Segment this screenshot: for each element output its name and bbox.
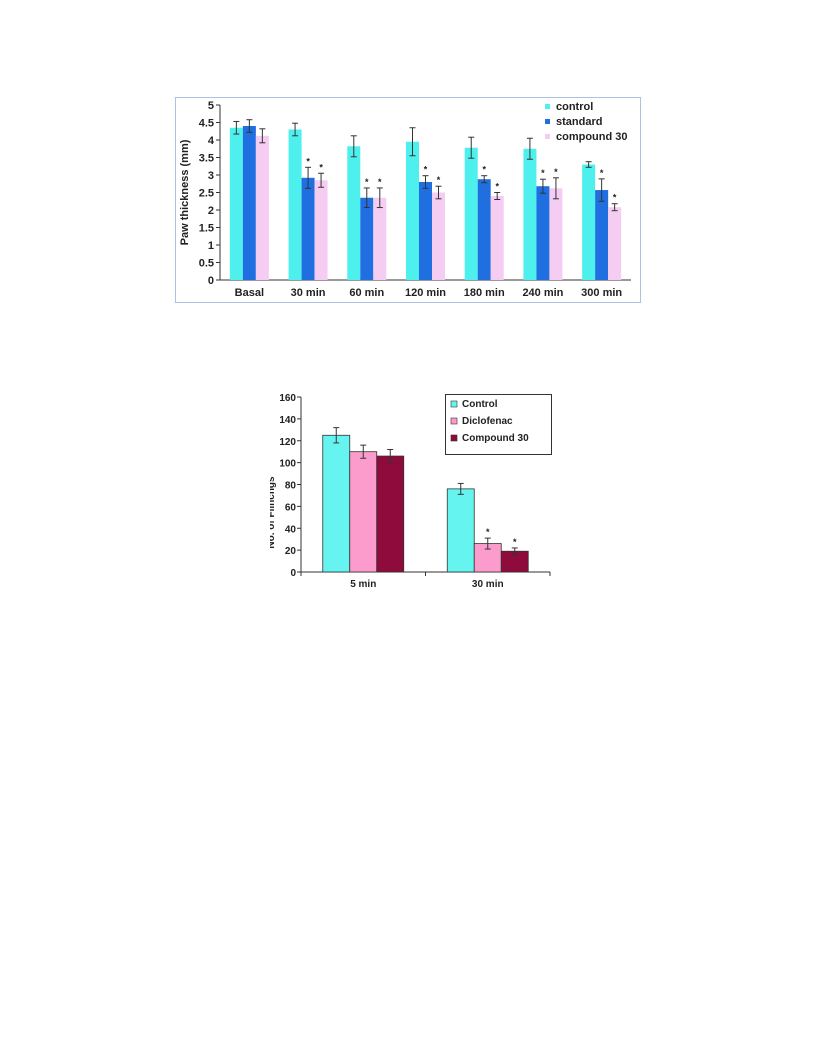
significance-marker: * — [554, 167, 558, 177]
bar — [347, 146, 361, 280]
y-tick-label: 2 — [208, 205, 214, 217]
bar — [432, 192, 445, 280]
legend-swatch — [545, 134, 550, 139]
chart2-svg: 0 20 40 60 80 100 120 140 160 No. of Flinchgs 5 mi… — [266, 393, 552, 590]
significance-marker: * — [306, 156, 310, 166]
bar — [314, 180, 328, 280]
significance-marker: * — [365, 177, 369, 187]
y-tick-label: 100 — [279, 459, 296, 470]
bar — [523, 148, 537, 280]
flinchings-chart: 0 20 40 60 80 100 120 140 160 No. of Flinchgs 5 mi… — [266, 388, 560, 590]
y-tick-label: 5 — [208, 100, 214, 112]
bar — [490, 196, 504, 280]
bar — [373, 197, 387, 280]
legend-label: control — [556, 101, 593, 113]
x-tick-label: 180 min — [464, 287, 505, 299]
x-tick-label: 5 min — [350, 579, 376, 590]
legend-label: Diclofenac — [462, 416, 513, 427]
paw-thickness-chart: 0 0.5 1 1.5 2 2.5 3 3.5 4 4.5 5 Paw thickness (mm) B… — [175, 97, 641, 303]
x-tick-label: 60 min — [349, 287, 384, 299]
significance-marker: * — [319, 162, 323, 172]
bar — [349, 451, 378, 573]
y-axis-title: No. of Flinchgs — [270, 476, 277, 549]
x-tick-label: 30 min — [472, 579, 504, 590]
bar — [446, 488, 475, 573]
significance-marker: * — [486, 527, 490, 537]
bar — [322, 434, 351, 573]
x-tick-label: Basal — [235, 287, 264, 299]
y-tick-label: 120 — [279, 437, 296, 448]
bar — [376, 455, 405, 573]
y-axis-title: Paw thickness (mm) — [179, 139, 191, 245]
y-tick-label: 0 — [208, 275, 214, 287]
y-tick-label: 60 — [285, 502, 297, 513]
significance-marker: * — [482, 165, 486, 175]
y-tick-label: 0.5 — [199, 258, 214, 270]
bar — [464, 147, 478, 280]
y-tick-label: 20 — [285, 546, 297, 557]
legend-label: Compound 30 — [462, 433, 529, 444]
y-tick-label: 4.5 — [199, 118, 214, 130]
significance-marker: * — [613, 193, 617, 203]
significance-marker: * — [513, 537, 517, 547]
y-tick-label: 1.5 — [199, 223, 214, 235]
bar — [549, 188, 563, 280]
y-tick-label: 40 — [285, 524, 297, 535]
bar — [477, 179, 491, 280]
legend-swatch — [450, 417, 458, 425]
legend-swatch — [545, 104, 550, 109]
legend-swatch — [545, 119, 550, 124]
legend-box — [445, 394, 552, 455]
significance-marker: * — [495, 182, 499, 192]
significance-marker: * — [600, 168, 604, 178]
bar — [255, 135, 269, 280]
bar — [229, 127, 243, 280]
bar — [595, 190, 609, 280]
bar — [582, 164, 596, 280]
legend-label: standard — [556, 116, 602, 128]
significance-marker: * — [541, 168, 545, 178]
y-tick-label: 3.5 — [199, 153, 214, 165]
bar — [536, 186, 550, 280]
bar — [419, 182, 432, 280]
y-tick-label: 4 — [208, 135, 215, 147]
significance-marker: * — [437, 175, 441, 185]
y-tick-label: 2.5 — [199, 188, 214, 200]
x-tick-label: 30 min — [291, 287, 326, 299]
bar — [360, 197, 374, 280]
bar — [301, 177, 315, 280]
significance-marker: * — [378, 177, 382, 187]
bar — [242, 126, 256, 280]
y-tick-label: 1 — [208, 240, 214, 252]
x-tick-label: 120 min — [405, 287, 446, 299]
legend-swatch — [450, 434, 458, 442]
y-tick-label: 0 — [290, 568, 296, 579]
legend-label: compound 30 — [556, 131, 628, 143]
bar — [406, 141, 419, 280]
chart1-svg: 0 0.5 1 1.5 2 2.5 3 3.5 4 4.5 5 Paw thickness (mm) B… — [175, 97, 641, 303]
legend-label: Control — [462, 399, 498, 410]
x-tick-label: 300 min — [581, 287, 622, 299]
x-tick-label: 240 min — [522, 287, 563, 299]
bar — [288, 129, 302, 280]
legend-swatch — [450, 400, 458, 408]
y-tick-label: 160 — [279, 393, 296, 404]
bar — [608, 207, 622, 280]
y-tick-label: 80 — [285, 481, 297, 492]
y-tick-label: 3 — [208, 170, 214, 182]
significance-marker: * — [424, 165, 428, 175]
y-tick-label: 140 — [279, 415, 296, 426]
